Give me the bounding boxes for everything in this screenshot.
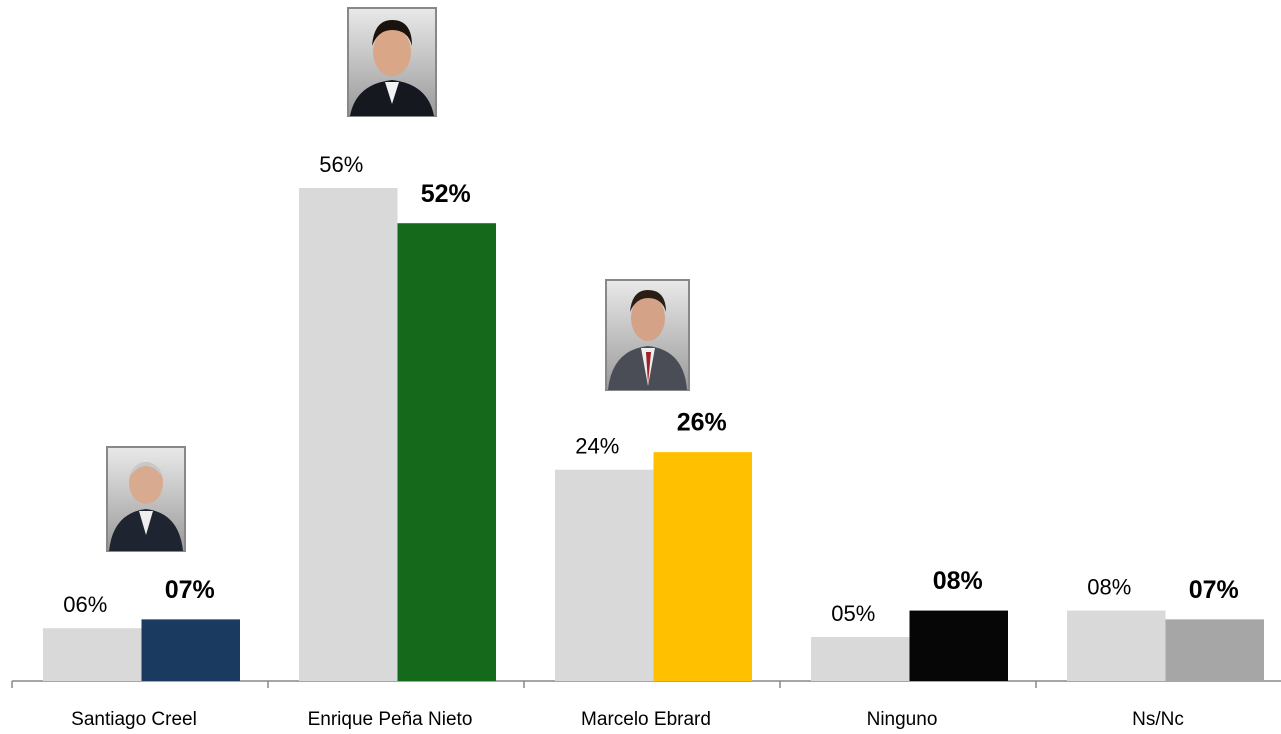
x-tick-label: Ns/Nc: [1132, 709, 1184, 730]
value-label: 06%: [63, 592, 107, 617]
bar: [653, 452, 752, 681]
bar: [43, 628, 142, 681]
bar: [397, 223, 496, 681]
bar: [1165, 619, 1264, 681]
x-tick-label: Santiago Creel: [71, 709, 197, 730]
photo: [605, 279, 690, 391]
value-label: 08%: [1087, 574, 1131, 599]
x-tick-label: Enrique Peña Nieto: [308, 709, 473, 730]
x-tick-label: Ninguno: [867, 709, 938, 730]
bar: [141, 619, 240, 681]
photo: [106, 446, 186, 552]
bar: [299, 188, 398, 681]
value-label: 56%: [319, 152, 363, 177]
photo: [347, 7, 437, 117]
value-label: 26%: [677, 409, 727, 437]
value-label: 24%: [575, 434, 619, 459]
bar: [811, 636, 910, 681]
value-label: 07%: [1189, 576, 1239, 604]
value-label: 07%: [165, 576, 215, 604]
value-label: 52%: [421, 180, 471, 208]
value-label: 05%: [831, 601, 875, 626]
x-tick-label: Marcelo Ebrard: [581, 709, 711, 730]
bar: [1067, 610, 1166, 681]
value-label: 08%: [933, 567, 983, 595]
bar: [909, 610, 1008, 681]
bar: [555, 469, 654, 681]
